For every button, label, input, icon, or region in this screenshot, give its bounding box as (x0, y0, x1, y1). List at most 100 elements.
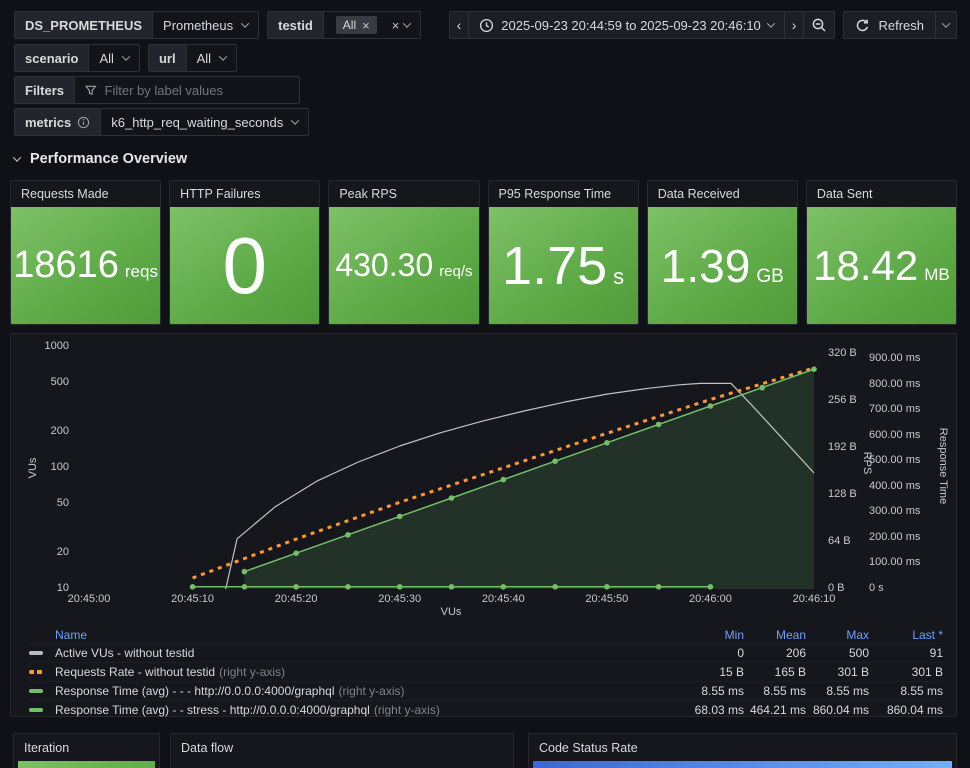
legend-header-name[interactable]: Name (55, 627, 88, 642)
legend-header-max[interactable]: Max (846, 627, 869, 642)
section-title: Performance Overview (30, 151, 188, 167)
time-shift-back-button[interactable]: ‹ (450, 12, 469, 38)
legend-series-name[interactable]: Requests Rate - without testid (right y-a… (55, 665, 649, 679)
metrics-value-dropdown[interactable]: k6_http_req_waiting_seconds (100, 109, 308, 135)
code-status-rate-bar (533, 761, 952, 768)
stat-title: Data Sent (816, 187, 873, 201)
stat-panel-requests-made[interactable]: Requests Made 18616 reqs (10, 180, 162, 325)
legend-row-response-time-http: Response Time (avg) - - - http://0.0.0.0… (29, 681, 943, 700)
chevron-down-icon (121, 52, 131, 61)
legend-series-name-text: Response Time (avg) - - stress - http://… (55, 703, 370, 717)
clear-all-icon[interactable]: × (391, 17, 400, 33)
chip-remove-icon[interactable]: × (362, 17, 370, 33)
metrics-label: metrics (15, 109, 101, 135)
stat-panel-http-failures[interactable]: HTTP Failures 0 (169, 180, 321, 325)
chart-legend: Name Min Mean Max Last * Active VUs - wi… (11, 626, 956, 719)
legend-header-min[interactable]: Min (724, 627, 744, 642)
chevron-down-icon (766, 19, 776, 28)
stat-body: 18616 reqs (11, 207, 161, 324)
time-shift-forward-button[interactable]: › (783, 12, 804, 38)
filter-input[interactable] (104, 82, 291, 98)
legend-series-suffix: (right y-axis) (373, 703, 440, 717)
zoom-out-icon (813, 18, 826, 32)
chart-plot-area[interactable]: VUs RPS Response Time VUs 10 20 50 100 200 50… (11, 334, 958, 624)
legend-header-last[interactable]: Last * (912, 627, 943, 642)
refresh-button[interactable]: Refresh (844, 12, 935, 38)
panel-title: Data flow (181, 740, 234, 755)
panel-data-flow[interactable]: Data flow (170, 733, 514, 768)
axis-tick-label: 20:45:50 (585, 593, 629, 605)
stats-row: Requests Made 18616 reqs HTTP Failures 0 … (10, 180, 958, 325)
stat-value: 18.42 (813, 241, 919, 289)
axis-tick-label: 600.00 ms (869, 428, 921, 441)
axis-tick-label: 700.00 ms (869, 403, 921, 416)
series-swatch-gray (29, 651, 43, 655)
legend-header-row: Name Min Mean Max Last * (29, 626, 943, 643)
url-label: url (148, 45, 186, 71)
stat-panel-peak-rps[interactable]: Peak RPS 430.30 req/s (328, 180, 480, 325)
legend-series-name[interactable]: Response Time (avg) - - - http://0.0.0.0… (55, 684, 649, 698)
legend-max-value: 860.04 ms (812, 703, 869, 717)
legend-mean-value: 8.55 ms (763, 684, 806, 698)
refresh-interval-dropdown[interactable] (935, 12, 956, 38)
chart-svg-container (11, 334, 958, 624)
iteration-stat-bar (18, 761, 155, 768)
stat-title: P95 Response Time (498, 187, 612, 201)
time-range-picker[interactable]: 2025-09-23 20:44:59 to 2025-09-23 20:46:… (468, 12, 784, 38)
legend-series-name[interactable]: Response Time (avg) - - stress - http://… (55, 703, 649, 717)
stat-value: 1.39 (660, 239, 751, 292)
toolbar-row-4: metrics k6_http_req_waiting_seconds (14, 108, 310, 136)
row-performance-overview[interactable]: Performance Overview (12, 151, 188, 167)
scenario-value-dropdown[interactable]: All (88, 45, 138, 71)
x-axis-label: VUs (440, 606, 462, 618)
timeseries-panel: VUs RPS Response Time VUs 10 20 50 100 200 50… (10, 333, 957, 717)
stat-unit: reqs (124, 262, 158, 281)
legend-series-name[interactable]: Active VUs - without testid (55, 646, 649, 660)
toolbar-row-2: scenario All url All (14, 44, 238, 72)
testid-chip-label: All (342, 18, 357, 32)
legend-max-value: 8.55 ms (826, 684, 869, 698)
datasource-value-dropdown[interactable]: Prometheus (152, 12, 258, 38)
toolbar-row-1: DS_PROMETHEUS Prometheus testid All × × (14, 11, 422, 39)
panel-iteration[interactable]: Iteration (13, 733, 160, 768)
refresh-group: Refresh (843, 11, 957, 39)
axis-tick-label: 500 (50, 376, 69, 389)
panel-code-status-rate[interactable]: Code Status Rate (528, 733, 957, 768)
stat-panel-p95-response-time[interactable]: P95 Response Time 1.75 s (487, 180, 639, 325)
axis-tick-label: 200 (50, 424, 69, 437)
chevron-down-icon (240, 19, 250, 28)
legend-min-value: 0 (737, 646, 744, 660)
legend-header-mean[interactable]: Mean (775, 627, 806, 642)
axis-tick-label: 400.00 ms (869, 479, 921, 492)
stat-body: 18.42 MB (806, 207, 957, 324)
legend-series-suffix: (right y-axis) (219, 665, 286, 679)
axis-tick-label: 20:45:30 (378, 593, 422, 605)
collapse-chevron-icon (12, 153, 22, 162)
time-controls: ‹ 2025-09-23 20:44:59 to 2025-09-23 20:4… (448, 11, 957, 39)
metrics-label-text: metrics (25, 114, 72, 130)
url-value-dropdown[interactable]: All (185, 45, 236, 71)
axis-tick-label: 20:45:20 (274, 593, 318, 605)
stat-unit: s (613, 263, 625, 289)
stat-title: HTTP Failures (180, 187, 261, 201)
stat-value: 1.75 (502, 235, 608, 296)
legend-mean-value: 464.21 ms (749, 703, 806, 717)
testid-value-dropdown[interactable]: All × × (322, 12, 421, 38)
axis-tick-label: 20:46:00 (689, 593, 732, 605)
stat-panel-data-received[interactable]: Data Received 1.39 GB (646, 180, 798, 325)
scenario-label: scenario (15, 45, 89, 71)
filters-label: Filters (15, 77, 75, 103)
axis-tick-label: 20:46:10 (792, 593, 836, 605)
legend-last-value: 301 B (911, 665, 943, 679)
stat-value: 430.30 (335, 247, 434, 283)
zoom-out-time-button[interactable] (803, 12, 834, 38)
axis-tick-label: 128 B (828, 488, 857, 500)
chevron-down-icon (941, 19, 951, 28)
axis-tick-label: 20:45:40 (481, 593, 525, 605)
axis-tick-label: 320 B (828, 347, 857, 359)
legend-max-value: 500 (848, 646, 869, 660)
stat-panel-data-sent[interactable]: Data Sent 18.42 MB (805, 180, 958, 325)
testid-chip[interactable]: All × (335, 16, 377, 34)
adhoc-filters: Filters (14, 76, 301, 104)
metrics-picker: metrics k6_http_req_waiting_seconds (14, 108, 310, 136)
